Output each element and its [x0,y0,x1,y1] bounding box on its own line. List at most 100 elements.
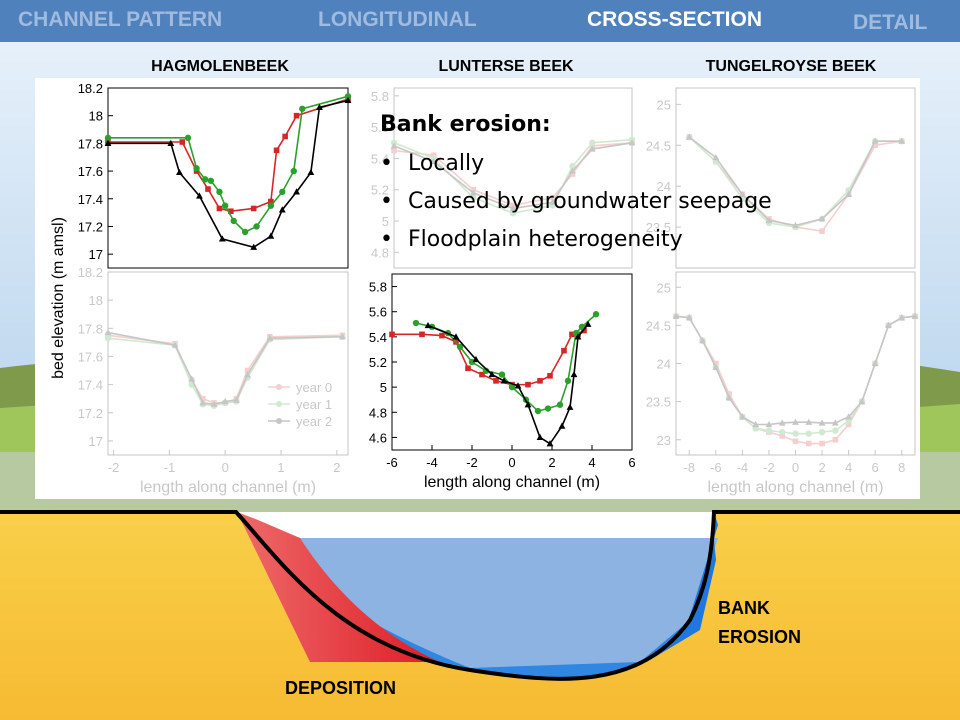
data-point [171,341,179,348]
data-point [685,133,693,140]
data-point [570,370,578,378]
x-tick-label: 8 [898,460,905,475]
data-point [713,158,719,165]
bank-label: BANK [718,598,770,618]
data-point [188,377,195,384]
y-tick-label: 17.4 [78,378,103,393]
data-point [898,314,906,321]
data-point [725,394,733,401]
y-tick-label: 24.5 [646,138,671,153]
data-point [188,375,196,382]
data-point [282,133,288,140]
x-tick-label: -8 [683,460,695,475]
y-tick-label: 18 [89,109,103,124]
data-point [845,187,852,194]
data-point [739,195,746,202]
data-point [221,397,229,405]
series-line-year-0 [107,334,343,404]
axes-frame [675,271,916,456]
column-title-lunterse-beek: LUNTERSE BEEK [438,58,574,75]
tab-channel-pattern[interactable]: CHANNEL PATTERN [18,8,223,31]
x-tick-label: 0 [508,455,515,470]
channel-bed-outline [0,510,960,681]
data-point [493,378,499,384]
tab-detail[interactable]: DETAIL [853,11,928,34]
data-point [293,188,300,195]
data-point [244,367,251,374]
data-point [344,96,352,104]
data-point [845,413,853,420]
legend-marker [276,401,282,407]
data-point [279,188,286,196]
callout-bullet: • Floodplain heterogeneity [380,227,683,252]
data-point [549,202,556,209]
data-point [578,323,586,330]
axes-frame [107,87,349,269]
data-point [564,377,572,385]
data-point [713,360,719,367]
data-point [266,336,274,343]
callout-bullet-text: Floodplain heterogeneity [408,227,683,252]
data-point [210,400,218,407]
data-point [293,112,300,119]
data-point [524,401,532,408]
data-point [241,228,249,236]
data-point [885,322,892,329]
data-point [589,143,596,149]
data-point [628,139,636,146]
data-point [805,430,812,437]
data-point [176,168,183,176]
data-point [339,333,346,340]
data-point [871,137,879,145]
data-point [739,191,746,198]
data-point [233,398,240,405]
tab-longitudinal[interactable]: LONGITUDINAL [318,8,477,31]
data-point [430,155,437,162]
data-point [898,314,905,321]
y-tick-label: 17.2 [78,406,103,421]
series-line-year-2 [108,99,349,249]
tab-bar: CHANNEL PATTERN LONGITUDINAL CROSS-SECTI… [0,0,960,42]
data-point [872,360,878,367]
y-tick-label: 18 [89,293,103,308]
data-point [188,381,195,388]
axes-frame [675,87,916,269]
data-point [872,142,878,149]
erosion-label: EROSION [718,627,802,647]
data-point [898,137,906,144]
data-point [430,152,437,159]
data-point [537,378,543,384]
deposition-zone [237,512,440,662]
y-tick-label: 17.8 [78,136,103,151]
y-tick-label: 17.8 [78,321,103,336]
y-tick-label: 24 [657,179,671,194]
callout-bullet: • Locally [380,151,485,176]
data-point [500,377,508,384]
data-point [898,314,905,321]
chart-axes: 17 17.2 17.4 17.6 17.8 18 18.2 bed elevation (m… [50,81,352,379]
column-title-hagmolenbeek: HAGMOLENBEEK [151,58,289,75]
data-point [216,188,223,196]
data-point [267,232,275,239]
data-point [244,371,251,378]
data-point [167,139,175,146]
data-point [104,334,112,342]
y-tick-label: 5.8 [369,280,387,295]
data-point [344,93,352,100]
data-point [549,194,556,201]
data-point [673,313,679,320]
tab-cross-section[interactable]: CROSS-SECTION [587,8,763,31]
series-line-year-2 [107,331,343,406]
data-point [858,398,866,405]
data-point [525,381,531,388]
data-point [205,186,211,192]
x-tick-label: 2 [548,455,555,470]
data-point [498,371,506,378]
y-tick-label: 17.4 [78,192,103,207]
y-tick-label: 23.5 [646,220,671,235]
data-point [470,186,477,193]
data-point [818,428,826,436]
data-point [465,365,471,372]
x-tick-label: -4 [737,460,749,475]
data-point [233,395,240,402]
